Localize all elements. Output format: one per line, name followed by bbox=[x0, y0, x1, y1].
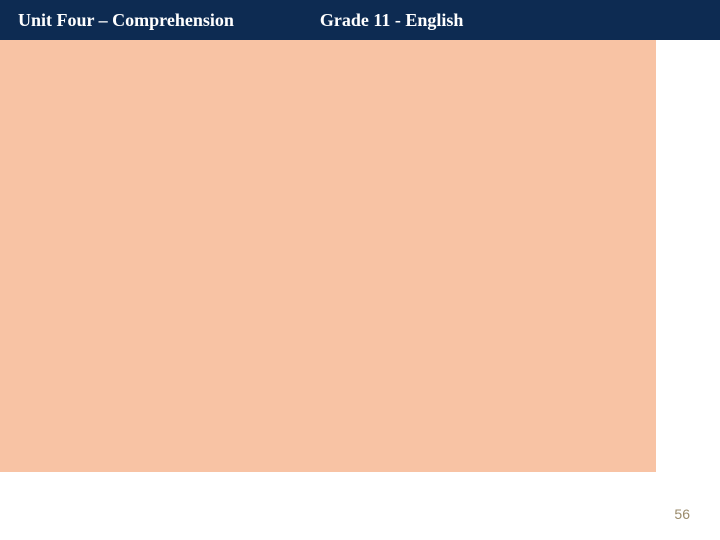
header-bar: Unit Four – Comprehension Grade 11 - Eng… bbox=[0, 0, 720, 40]
page-number: 56 bbox=[674, 506, 690, 522]
header-title-right: Grade 11 - English bbox=[320, 10, 464, 31]
header-title-left: Unit Four – Comprehension bbox=[18, 10, 234, 31]
content-block bbox=[0, 40, 656, 472]
